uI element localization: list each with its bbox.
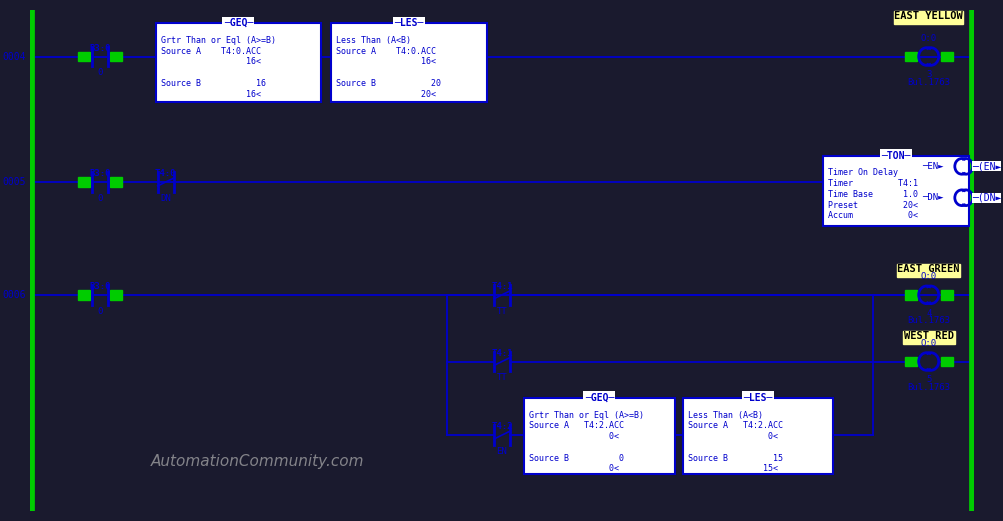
Bar bbox=[78, 52, 90, 61]
Text: Source B          0: Source B 0 bbox=[529, 454, 624, 463]
Text: TT: TT bbox=[496, 306, 507, 316]
Bar bbox=[331, 23, 486, 102]
Text: 0005: 0005 bbox=[2, 177, 25, 187]
Text: T4:1: T4:1 bbox=[490, 282, 513, 291]
Text: EN: EN bbox=[496, 447, 507, 456]
Text: Bul.1763: Bul.1763 bbox=[907, 78, 949, 87]
Text: T4:1: T4:1 bbox=[490, 349, 513, 358]
Text: Source B           16: Source B 16 bbox=[160, 79, 266, 88]
Text: ─DN►: ─DN► bbox=[922, 193, 943, 202]
Text: Accum           0<: Accum 0< bbox=[827, 212, 918, 220]
Bar bbox=[110, 290, 122, 300]
Text: AutomationCommunity.com: AutomationCommunity.com bbox=[150, 454, 364, 469]
Text: 20<: 20< bbox=[336, 90, 436, 99]
Bar bbox=[940, 356, 952, 366]
Text: ─GEQ─: ─GEQ─ bbox=[584, 393, 614, 403]
Text: ─TON─: ─TON─ bbox=[881, 151, 910, 160]
Text: O:0: O:0 bbox=[920, 272, 936, 281]
Text: T4:0: T4:0 bbox=[154, 169, 177, 178]
Bar bbox=[682, 398, 832, 474]
Bar bbox=[902, 331, 954, 344]
Text: Bul.1763: Bul.1763 bbox=[907, 383, 949, 392]
Text: 0: 0 bbox=[97, 194, 103, 203]
Text: 0: 0 bbox=[97, 68, 103, 77]
Text: 0006: 0006 bbox=[2, 290, 25, 300]
Text: 4: 4 bbox=[925, 308, 931, 318]
Text: O:0: O:0 bbox=[920, 34, 936, 43]
Text: ─(EN►: ─(EN► bbox=[971, 162, 1000, 171]
Text: ─LES─: ─LES─ bbox=[742, 393, 772, 403]
Bar bbox=[110, 177, 122, 187]
Bar bbox=[822, 156, 968, 226]
Text: Bul.1763: Bul.1763 bbox=[907, 316, 949, 326]
Bar bbox=[940, 290, 952, 300]
Text: Preset         20<: Preset 20< bbox=[827, 201, 918, 209]
Text: Grtr Than or Eql (A>=B): Grtr Than or Eql (A>=B) bbox=[529, 411, 644, 419]
Text: T4:2: T4:2 bbox=[490, 423, 513, 431]
Text: TT: TT bbox=[496, 373, 507, 382]
Text: 0<: 0< bbox=[529, 432, 619, 441]
Text: B3:0: B3:0 bbox=[89, 44, 111, 53]
Text: 0<: 0< bbox=[687, 432, 777, 441]
Text: 0: 0 bbox=[97, 306, 103, 316]
Bar bbox=[110, 52, 122, 61]
Bar bbox=[904, 356, 916, 366]
Text: ─GEQ─: ─GEQ─ bbox=[224, 18, 253, 28]
Text: Source A   T4:2.ACC: Source A T4:2.ACC bbox=[529, 421, 624, 430]
Text: ─EN►: ─EN► bbox=[922, 162, 943, 171]
Text: Timer         T4:1: Timer T4:1 bbox=[827, 179, 918, 188]
Bar bbox=[897, 265, 959, 277]
Text: B3:0: B3:0 bbox=[89, 282, 111, 291]
Text: 0004: 0004 bbox=[2, 52, 25, 61]
Text: 16<: 16< bbox=[160, 90, 261, 99]
Text: 5: 5 bbox=[925, 375, 931, 384]
Text: Source A    T4:0.ACC: Source A T4:0.ACC bbox=[336, 47, 436, 56]
Text: 15<: 15< bbox=[687, 465, 777, 474]
Text: Source A    T4:0.ACC: Source A T4:0.ACC bbox=[160, 47, 261, 56]
Bar bbox=[78, 177, 90, 187]
Text: Time Base      1.0: Time Base 1.0 bbox=[827, 190, 918, 199]
Bar bbox=[78, 290, 90, 300]
Text: 16<: 16< bbox=[160, 57, 261, 67]
Text: Source B           20: Source B 20 bbox=[336, 79, 441, 88]
Bar bbox=[894, 11, 962, 24]
Text: Grtr Than or Eql (A>=B): Grtr Than or Eql (A>=B) bbox=[160, 36, 276, 45]
Bar bbox=[904, 290, 916, 300]
Text: 16<: 16< bbox=[336, 57, 436, 67]
Text: O:0: O:0 bbox=[920, 339, 936, 348]
Text: WEST RED: WEST RED bbox=[903, 331, 953, 341]
Text: DN: DN bbox=[160, 194, 171, 203]
Text: B3:0: B3:0 bbox=[89, 169, 111, 178]
Text: 0<: 0< bbox=[529, 465, 619, 474]
Text: Timer On Delay: Timer On Delay bbox=[827, 168, 898, 177]
Bar bbox=[524, 398, 674, 474]
Text: Source A   T4:2.ACC: Source A T4:2.ACC bbox=[687, 421, 782, 430]
Text: EAST YELLOW: EAST YELLOW bbox=[894, 11, 962, 21]
Text: EAST GREEN: EAST GREEN bbox=[897, 264, 959, 274]
Text: Source B         15: Source B 15 bbox=[687, 454, 782, 463]
Bar bbox=[904, 52, 916, 61]
Text: Less Than (A<B): Less Than (A<B) bbox=[336, 36, 411, 45]
Text: ─(DN►: ─(DN► bbox=[971, 193, 1000, 203]
Bar bbox=[940, 52, 952, 61]
Bar bbox=[155, 23, 321, 102]
Text: ─LES─: ─LES─ bbox=[394, 18, 423, 28]
Text: Less Than (A<B): Less Than (A<B) bbox=[687, 411, 762, 419]
Text: 3: 3 bbox=[925, 70, 931, 79]
